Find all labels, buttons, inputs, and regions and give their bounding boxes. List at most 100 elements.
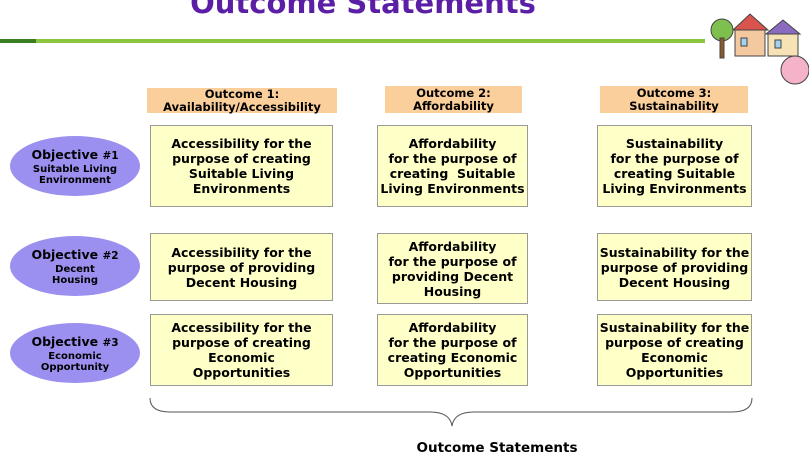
outcome-cell: Affordability for the purpose of creating … [377, 314, 528, 386]
cell-text: for the purpose of [388, 335, 517, 350]
cell-text: Economic [641, 350, 708, 365]
cell-text: Decent Housing [185, 274, 298, 290]
cell-line: creating Suitable [390, 166, 516, 181]
objective-line: Environment [39, 175, 111, 186]
cell-text: Accessibility for the [171, 320, 312, 335]
cell-line: Decent Housing [619, 275, 731, 290]
cell-text: for the purpose of [388, 151, 517, 166]
objective-text: Opportunity [40, 361, 110, 373]
outcome-cell: Affordability for the purpose of creating … [377, 125, 528, 207]
cell-text: Living Environments [602, 181, 747, 196]
clipart [710, 13, 809, 85]
objective: Objective #1 Suitable Living Environment [10, 136, 140, 196]
cell-text: purpose of creating [605, 335, 744, 350]
objective-text: Suitable Living [32, 163, 118, 175]
cell-line: purpose of creating [172, 151, 311, 166]
objective-number: #2 [102, 249, 119, 262]
cell-line: creating Suitable [614, 166, 735, 181]
outcome-cell: Accessibility for the purpose of providin… [150, 233, 333, 301]
cell-text: Opportunities [625, 365, 724, 380]
cell-line: Opportunities [404, 365, 502, 380]
objective-label: Objective [31, 146, 99, 162]
cell-line: purpose of providing [168, 260, 315, 275]
column-header: Outcome 3: Sustainability [600, 86, 748, 113]
objective-text: Decent [55, 263, 95, 275]
objective: Objective #2 Decent Housing [10, 236, 140, 296]
title: Outcome Statements [190, 0, 536, 20]
cell-line: purpose of creating [172, 335, 311, 350]
outcome-cell: Accessibility for the purpose of creating… [150, 314, 333, 386]
header-line: Outcome 2: [416, 85, 491, 100]
cell-text: Environments [192, 181, 291, 196]
objective-line: Housing [52, 275, 98, 286]
cell-line: for the purpose of [388, 254, 516, 269]
objective-heading: Objective #1 [31, 147, 118, 164]
cell-text: Sustainability [625, 136, 724, 151]
cell-text: Sustainability for the [599, 320, 750, 335]
objective-text: Economic [48, 350, 102, 362]
cell-line: Environments [193, 181, 290, 196]
outcome-cell: Accessibility for the purpose of creating… [150, 125, 333, 207]
cell-text: creating Suitable [389, 166, 516, 181]
cell-line: Decent Housing [186, 275, 298, 290]
cell-line: Opportunities [193, 365, 291, 380]
objective-text: Housing [51, 274, 98, 286]
cell-text: Accessibility for the [171, 136, 312, 151]
cell-text: for the purpose of [610, 151, 739, 166]
cell-text: creating Economic [387, 350, 518, 365]
cell-text: Suitable Living [188, 166, 295, 181]
cell-text: purpose of creating [172, 335, 311, 350]
cell-line: Housing [424, 284, 482, 299]
brace [149, 397, 753, 427]
objective-line: Suitable Living [33, 164, 117, 175]
header-line: Affordability [413, 98, 494, 113]
cell-text: Affordability [408, 238, 497, 254]
outcome-cell: Affordability for the purpose of providing… [377, 233, 528, 304]
cell-line: Suitable Living [189, 166, 294, 181]
cell-line: Affordability [409, 136, 497, 151]
cell-line: for the purpose of [388, 151, 516, 166]
cell-line: Opportunities [626, 365, 724, 380]
objective-line: Decent [55, 264, 95, 275]
objective-label: Objective [31, 246, 99, 262]
cell-text: providing Decent [391, 268, 514, 284]
cell-line: Living Environments [602, 181, 746, 196]
objective: Objective #3 Economic Opportunity [10, 323, 140, 383]
column-header: Outcome 1: Availability/Accessibility [147, 86, 337, 114]
header-line: Outcome 1: [204, 86, 280, 101]
cell-text: Economic [208, 350, 275, 365]
cell-text: for the purpose of [388, 253, 517, 269]
cell-text: purpose of providing [167, 259, 316, 275]
outcome-cell: Sustainability for the purpose of providi… [597, 233, 752, 301]
cell-text: purpose of creating [172, 151, 311, 166]
cell-line: Affordability [409, 239, 497, 254]
cell-line: Accessibility for the [171, 136, 311, 151]
objective-label: Objective [31, 333, 99, 349]
cell-line: providing Decent [392, 269, 513, 284]
cell-line: for the purpose of [610, 151, 738, 166]
cell-line: Sustainability for the [600, 245, 750, 260]
objective-number: #3 [102, 336, 119, 349]
objective-line: Economic [48, 351, 101, 362]
outcome-cell: Sustainability for the purpose of creating… [597, 125, 752, 207]
cell-text: Accessibility for the [171, 244, 312, 260]
outcome-cell: Sustainability for the purpose of creatin… [597, 314, 752, 386]
cell-line: Sustainability [626, 136, 723, 151]
column-header: Outcome 2: Affordability [385, 86, 522, 113]
header-line: Sustainability [629, 98, 719, 113]
cell-text: purpose of providing [600, 259, 749, 275]
cell-text: Housing [423, 283, 482, 299]
objective-number: #1 [102, 149, 119, 162]
cell-line: Economic [641, 350, 708, 365]
cell-text: Sustainability for the [599, 244, 750, 260]
cell-text: Affordability [408, 320, 497, 335]
cell-line: purpose of creating [605, 335, 744, 350]
header-line: Availability/Accessibility [163, 99, 321, 114]
cell-line: for the purpose of [388, 335, 516, 350]
objective-heading: Objective #3 [31, 334, 118, 351]
cell-line: creating Economic [388, 350, 518, 365]
objective-text: Environment [39, 174, 111, 186]
cell-text: Opportunities [192, 365, 291, 380]
footer-label: Outcome Statements [416, 440, 578, 456]
